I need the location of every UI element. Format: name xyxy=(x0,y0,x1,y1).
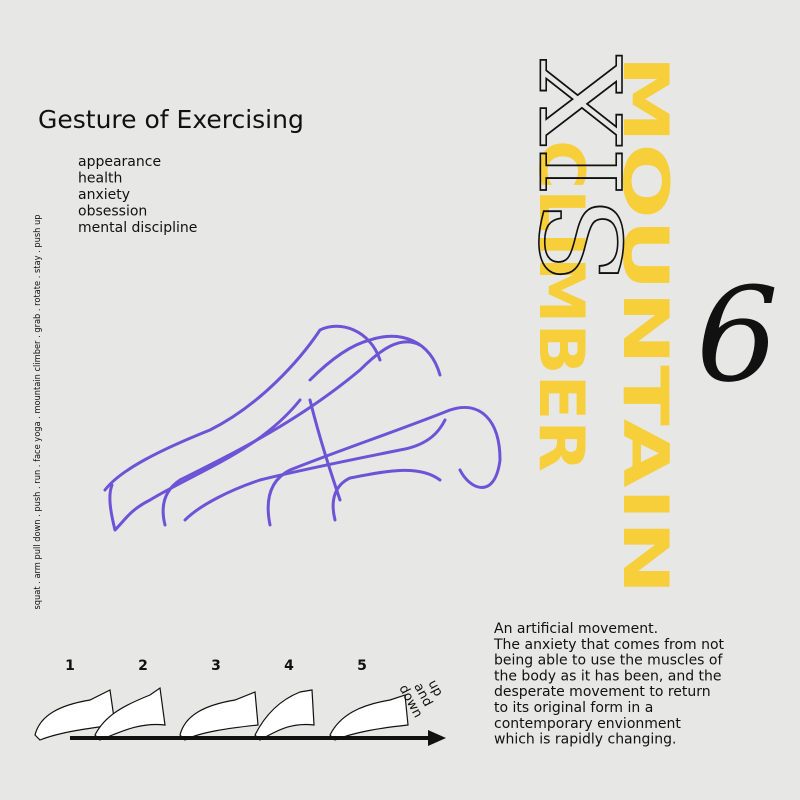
side-text: squat . arm pull down . push . run . fac… xyxy=(33,215,43,610)
step-number: 1 xyxy=(65,658,75,674)
keyword: obsession xyxy=(78,204,147,220)
step-number: 3 xyxy=(211,658,221,674)
description-line: desperate movement to return xyxy=(494,684,711,700)
description-line: contemporary envionment xyxy=(494,716,681,732)
title: Gesture of Exercising xyxy=(38,105,304,134)
description-line: which is rapidly changing. xyxy=(494,732,677,748)
sketch xyxy=(103,324,502,532)
description-line: to its original form in a xyxy=(494,700,653,716)
step-number: 4 xyxy=(284,658,294,674)
step-figures xyxy=(34,686,409,741)
keyword: anxiety xyxy=(78,187,130,203)
description-line: An artificial movement. xyxy=(494,621,658,637)
step-number: 2 xyxy=(138,658,148,674)
description-line: the body as it has been, and the xyxy=(494,668,722,684)
arrow-head xyxy=(428,730,446,746)
keyword: mental discipline xyxy=(78,220,197,236)
direction-word: up xyxy=(425,678,446,700)
title-climber: CLIMBER xyxy=(525,140,598,472)
keyword: appearance xyxy=(78,154,161,170)
description-line: The anxiety that comes from not xyxy=(493,637,725,653)
numeral: 6 xyxy=(696,259,779,411)
keyword: health xyxy=(78,171,122,187)
step-labels: 1 2 3 4 5 xyxy=(65,658,367,674)
description: An artificial movement.The anxiety that … xyxy=(493,621,725,748)
step-number: 5 xyxy=(357,658,367,674)
title-mountain: MOUNTAIN xyxy=(609,55,682,595)
number-word: SIX xyxy=(519,55,649,285)
description-line: being able to use the muscles of xyxy=(494,653,723,669)
